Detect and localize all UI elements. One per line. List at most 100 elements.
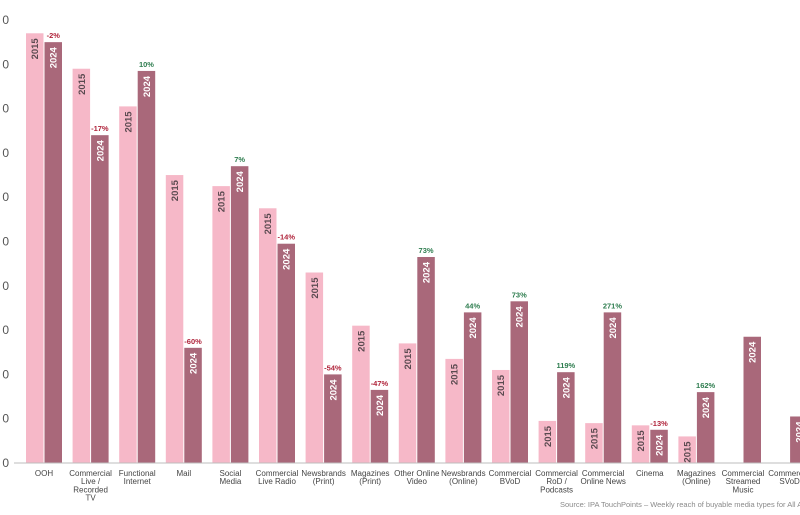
bar-data-label: 2024 (328, 379, 339, 401)
x-tick-label-line: SVoD (779, 477, 800, 486)
bar-data-label: 2024 (95, 139, 106, 161)
bar-2015 (538, 420, 557, 463)
change-label: 73% (512, 290, 527, 299)
x-tick-label-line: Video (407, 477, 428, 486)
bar-2015 (72, 68, 91, 463)
bar-data-label: 2024 (561, 376, 572, 398)
bar-2015 (585, 423, 603, 463)
x-tick-label: Newsbrands (Print) (301, 469, 345, 486)
bar-2015 (631, 425, 650, 463)
change-label: -47% (371, 379, 389, 388)
bar-data-label: 2024 (49, 46, 60, 68)
bar-2015 (26, 33, 44, 463)
change-label: -14% (277, 233, 295, 242)
x-tick-label-line: TV (85, 494, 96, 503)
bar-data-label: 2024 (701, 396, 712, 418)
bar-data-label: 2015 (496, 374, 507, 396)
change-label: 162% (696, 381, 716, 390)
x-tick-label-line: BVoD (500, 477, 521, 486)
bar-2024 (743, 336, 761, 463)
bar-2024 (44, 42, 62, 464)
bar-data-label: 2015 (403, 348, 414, 370)
x-axis-labels: OOH Commercial Live / Recorded TV Functional I… (35, 469, 800, 503)
y-tick-label: 0 (2, 13, 9, 27)
x-tick-label-line: Magazines (677, 469, 716, 478)
y-tick-label: 0 (2, 279, 9, 293)
bar-2024 (510, 301, 528, 463)
x-tick-label-line: Commercial (768, 469, 800, 478)
bar-data-label: 2015 (543, 425, 554, 447)
source-note: Source: IPA TouchPoints – Weekly reach o… (560, 500, 800, 509)
x-tick-label-line: Newsbrands (441, 469, 485, 478)
x-tick-label-line: Live Radio (258, 477, 296, 486)
bar-data-label: 2024 (375, 394, 386, 416)
bar-data-label: 2015 (123, 111, 134, 133)
bar-data-label: 2015 (263, 213, 274, 235)
x-tick-label: Other Online Video (394, 469, 440, 486)
bar-data-label: 2015 (450, 363, 461, 385)
x-tick-label-line: Magazines (351, 469, 390, 478)
y-tick-label: 0 (2, 367, 9, 381)
bar-2015 (305, 272, 324, 463)
x-tick-label-line: Functional (119, 469, 156, 478)
bar-2015 (445, 358, 463, 463)
x-tick-label: Commercial Streamed Music (722, 469, 765, 494)
x-tick-label-line: Music (733, 485, 754, 494)
x-tick-label-line: Streamed (726, 477, 761, 486)
x-tick-label: Mail (176, 469, 191, 478)
bar-data-label: 2024 (794, 421, 800, 443)
x-tick-label: Cinema (636, 469, 664, 478)
y-tick-label: 0 (2, 57, 9, 71)
x-tick-label-line: Recorded (73, 485, 108, 494)
bar-2024 (230, 166, 249, 463)
bar-data-label: 2024 (142, 75, 153, 97)
bar-2024 (650, 429, 668, 463)
bar-2015 (678, 436, 696, 463)
y-tick-label: 0 (2, 323, 9, 337)
x-tick-label: Commercial RoD / Podcasts (535, 469, 578, 494)
x-tick-label-line: (Print) (359, 477, 381, 486)
change-label: -60% (184, 337, 202, 346)
bar-2024 (91, 135, 109, 463)
change-label: 44% (465, 301, 480, 310)
x-tick-label-line: Commercial (256, 469, 299, 478)
x-tick-label-line: Mail (176, 469, 191, 478)
bar-data-label: 2015 (77, 73, 88, 95)
bar-data-label: 2015 (356, 330, 367, 352)
bar-data-label: 2015 (310, 277, 321, 299)
x-tick-label-line: Internet (124, 477, 152, 486)
bar-data-label: 2024 (422, 261, 433, 283)
bar-2024 (696, 392, 715, 463)
x-tick-label: Functional Internet (119, 469, 156, 486)
bar-2015 (492, 369, 510, 463)
change-label: -17% (91, 124, 109, 133)
x-tick-label: CommercialSVoD (768, 469, 800, 486)
bar-data-label: 2024 (748, 341, 759, 363)
y-tick-label: 0 (2, 235, 9, 249)
x-tick-label: Commercial BVoD (489, 469, 532, 486)
bar-2024 (790, 416, 800, 463)
bar-2024 (184, 347, 202, 463)
x-tick-label-line: Newsbrands (301, 469, 345, 478)
bar-2015 (398, 343, 417, 463)
bar-2024 (603, 312, 622, 463)
y-tick-label: 0 (2, 102, 9, 116)
bar-2024 (324, 374, 342, 463)
x-tick-label: Magazines (Print) (351, 469, 390, 486)
bar-data-label: 2024 (189, 352, 200, 374)
bar-data-label: 2024 (468, 317, 479, 339)
x-tick-label-line: Online News (581, 477, 626, 486)
x-tick-label-line: (Online) (449, 477, 478, 486)
y-tick-label: 0 (2, 190, 9, 204)
x-tick-label-line: Commercial (69, 469, 112, 478)
bar-2024 (463, 312, 482, 463)
x-tick-label: Commercial Live / Recorded TV (69, 469, 112, 503)
x-tick-label-line: RoD / (546, 477, 567, 486)
change-label: 10% (139, 60, 154, 69)
x-tick-label-line: (Print) (313, 477, 335, 486)
x-tick-label: OOH (35, 469, 53, 478)
change-label: -54% (324, 363, 342, 372)
bar-2015 (212, 186, 230, 463)
bar-2024 (370, 389, 389, 463)
